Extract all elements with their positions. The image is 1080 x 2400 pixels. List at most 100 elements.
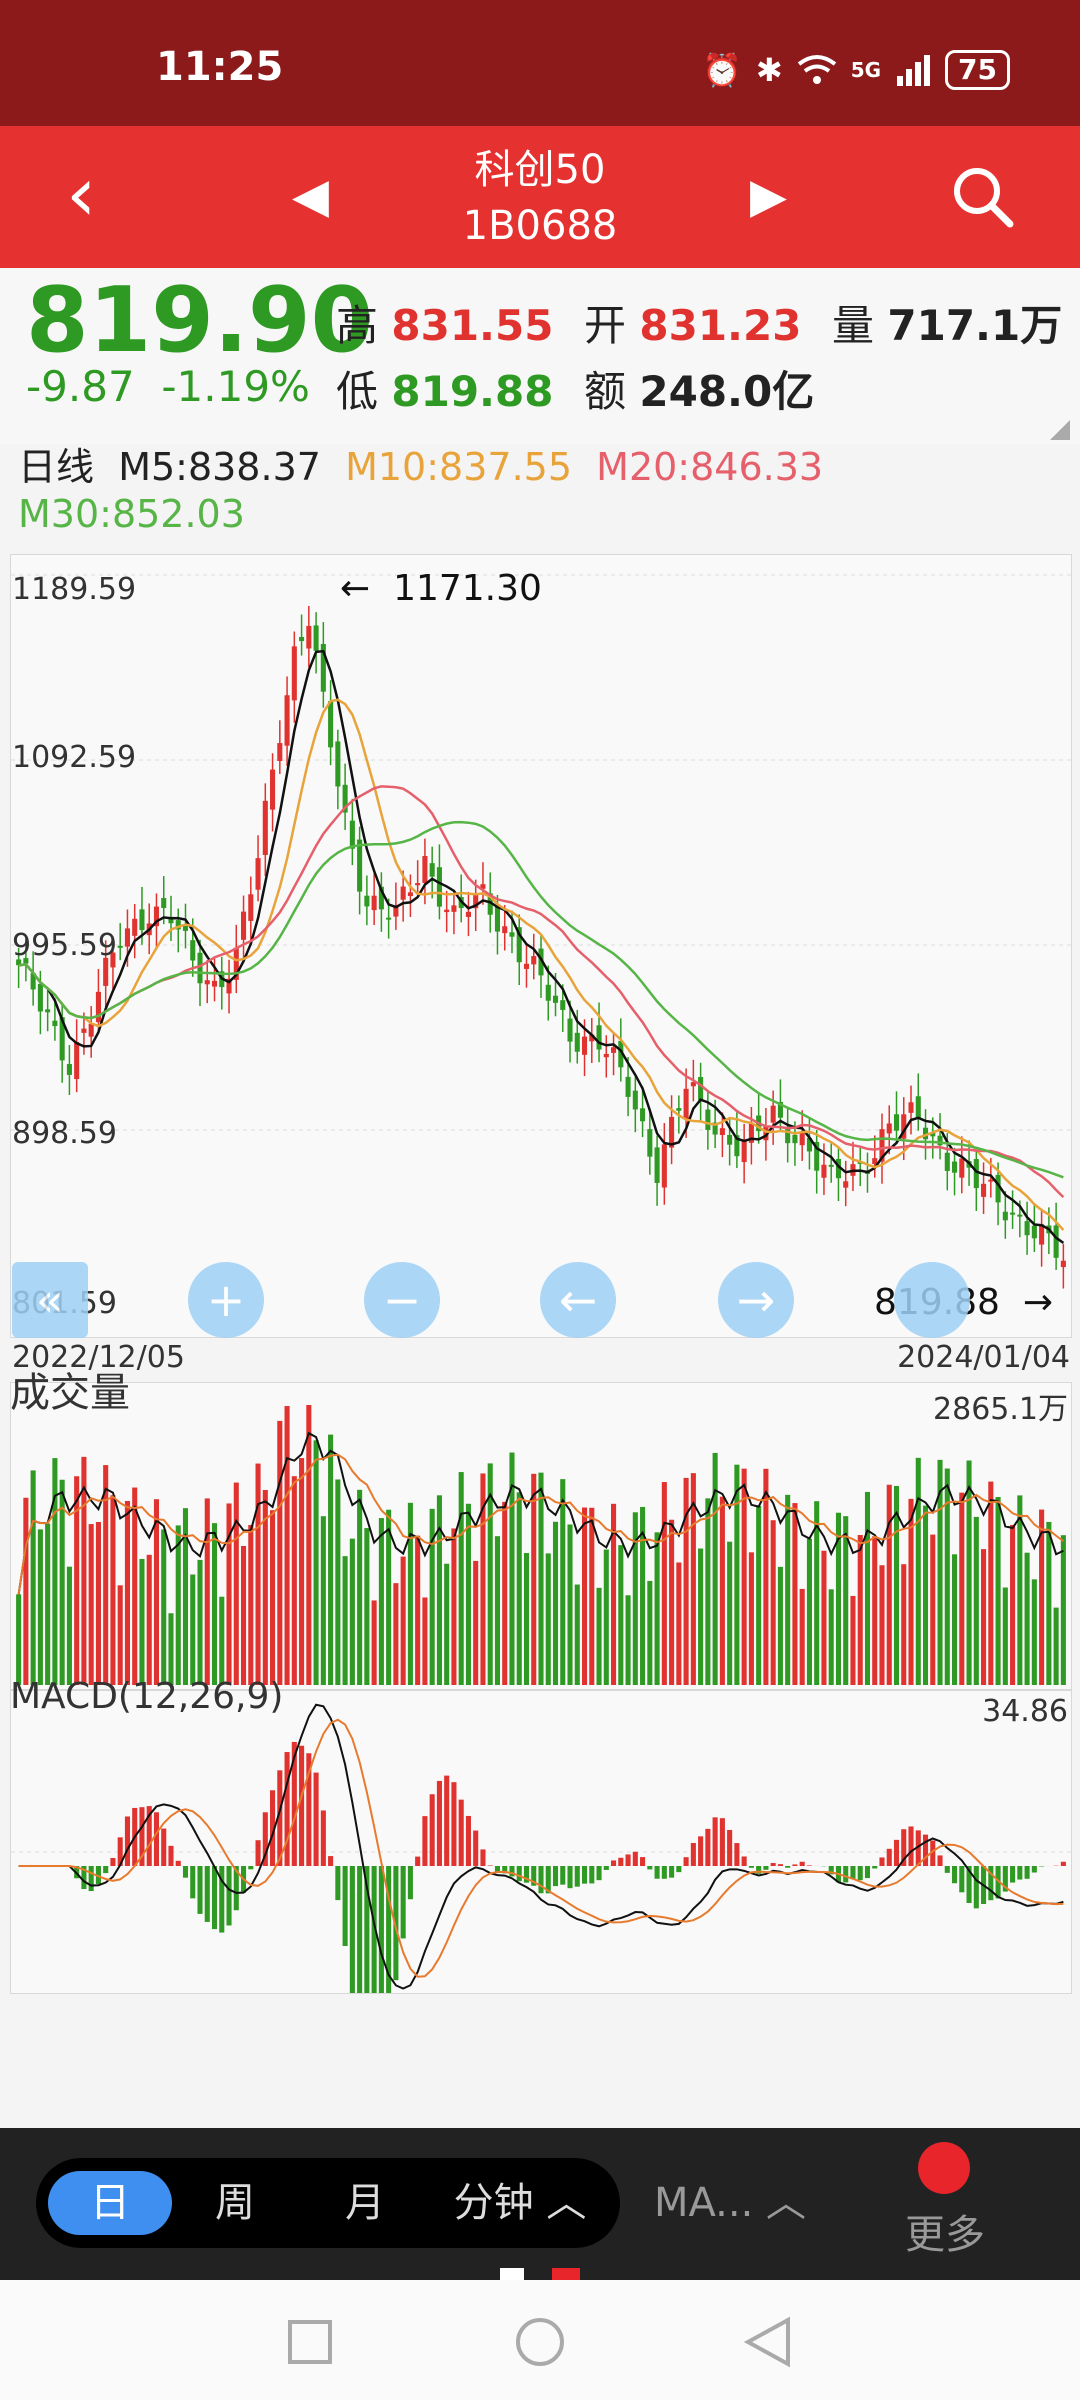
candle-body bbox=[233, 947, 239, 980]
expand-corner-icon[interactable] bbox=[1050, 420, 1070, 440]
volume-bar bbox=[30, 1470, 36, 1685]
candle-body bbox=[248, 894, 254, 921]
next-stock-icon[interactable]: ▶ bbox=[750, 168, 787, 224]
macd-histogram-bar bbox=[371, 1866, 377, 1993]
candle-body bbox=[124, 928, 130, 947]
high-marker-value: 1171.30 bbox=[393, 568, 542, 609]
volume-bar bbox=[640, 1506, 646, 1685]
macd-histogram-bar bbox=[581, 1866, 588, 1884]
tab-more[interactable]: 更多 bbox=[905, 2212, 985, 2258]
previous-stock-icon[interactable]: ◀ bbox=[292, 168, 329, 224]
more-dot-icon bbox=[918, 2142, 970, 2194]
candle-body bbox=[792, 1134, 798, 1144]
volume-bar bbox=[756, 1505, 762, 1685]
candle-body bbox=[552, 995, 559, 1003]
recent-apps-icon[interactable] bbox=[286, 2318, 334, 2366]
candle-body bbox=[748, 1123, 754, 1143]
volume-bar bbox=[37, 1529, 43, 1685]
volume-bar bbox=[893, 1485, 900, 1685]
candle-body bbox=[313, 625, 319, 651]
candle-body bbox=[226, 978, 232, 994]
candle-body bbox=[1024, 1221, 1030, 1236]
candle-body bbox=[676, 1108, 682, 1111]
macd-histogram-bar bbox=[857, 1866, 863, 1881]
macd-histogram-bar bbox=[988, 1866, 994, 1901]
macd-chart[interactable] bbox=[10, 1690, 1072, 1994]
volume-chart[interactable] bbox=[10, 1382, 1072, 1690]
volume-bar bbox=[966, 1460, 972, 1685]
kline-chart[interactable] bbox=[10, 554, 1072, 1338]
candle-body bbox=[262, 800, 268, 855]
scroll-left-button[interactable]: ← bbox=[540, 1262, 616, 1338]
candle-body bbox=[306, 625, 312, 649]
stock-title: 科创50 1B0688 bbox=[0, 142, 1080, 254]
tab-minute[interactable]: 分钟 ︿ bbox=[453, 2180, 587, 2226]
volume-bar bbox=[922, 1505, 929, 1685]
macd-histogram-bar bbox=[197, 1866, 203, 1914]
home-icon[interactable] bbox=[514, 2316, 566, 2368]
macd-histogram-bar bbox=[712, 1817, 718, 1866]
volume-bar bbox=[1039, 1509, 1045, 1685]
scroll-right-button[interactable]: → bbox=[718, 1262, 794, 1338]
candle-body bbox=[502, 926, 508, 934]
back-nav-icon[interactable] bbox=[744, 2316, 792, 2368]
tab-ma[interactable]: MA... ︿ bbox=[653, 2180, 807, 2226]
back-icon[interactable]: ‹ bbox=[66, 149, 97, 238]
volume-bar bbox=[175, 1525, 181, 1685]
status-bar: 11:25 ⏰ ✱ 5G 75 bbox=[0, 0, 1080, 126]
candle-body bbox=[117, 945, 123, 948]
tab-day[interactable]: 日 bbox=[48, 2171, 172, 2235]
ma30-value: M30:852.03 bbox=[18, 492, 245, 536]
zoom-out-button[interactable]: − bbox=[364, 1262, 440, 1338]
wifi-icon bbox=[797, 55, 836, 84]
macd-histogram-bar bbox=[211, 1866, 218, 1930]
macd-histogram-bar bbox=[364, 1866, 370, 1993]
zoom-in-button[interactable]: + bbox=[188, 1262, 264, 1338]
tab-week[interactable]: 周 bbox=[215, 2180, 255, 2226]
candle-body bbox=[277, 743, 283, 762]
tab-month[interactable]: 月 bbox=[345, 2180, 385, 2226]
volume-bar bbox=[552, 1521, 559, 1685]
fullscreen-button[interactable] bbox=[894, 1262, 970, 1338]
volume-bar bbox=[864, 1491, 871, 1685]
volume-bar bbox=[16, 1594, 22, 1685]
volume-bar bbox=[814, 1501, 820, 1685]
macd-histogram-bar bbox=[458, 1799, 464, 1866]
macd-histogram-bar bbox=[320, 1810, 326, 1866]
candle-body bbox=[66, 1064, 72, 1075]
macd-histogram-bar bbox=[611, 1860, 617, 1866]
rewind-button[interactable]: « bbox=[12, 1262, 88, 1338]
volume-bar bbox=[676, 1562, 682, 1685]
macd-histogram-bar bbox=[168, 1845, 174, 1866]
candle-body bbox=[168, 916, 174, 924]
candle-body bbox=[153, 906, 160, 927]
macd-histogram-bar bbox=[190, 1866, 196, 1899]
volume-bar bbox=[567, 1524, 573, 1685]
volume-value: 717.1万 bbox=[887, 301, 1063, 350]
ma5-value: M5:838.37 bbox=[118, 445, 321, 489]
volume-bar bbox=[523, 1553, 530, 1685]
macd-svg bbox=[11, 1703, 1071, 1993]
macd-histogram-bar bbox=[88, 1866, 94, 1892]
candle-body bbox=[393, 905, 399, 917]
candle-body bbox=[415, 883, 421, 886]
volume-bar bbox=[792, 1503, 798, 1685]
macd-dif-line bbox=[18, 1703, 1064, 1990]
volume-bar bbox=[458, 1472, 464, 1685]
macd-histogram-bar bbox=[393, 1866, 399, 1981]
macd-histogram-bar bbox=[436, 1780, 442, 1866]
search-icon[interactable] bbox=[950, 164, 1014, 228]
candle-body bbox=[88, 1023, 94, 1037]
candle-body bbox=[386, 917, 392, 920]
candle-body bbox=[915, 1096, 921, 1119]
candle-body bbox=[581, 1036, 588, 1055]
candle-body bbox=[640, 1108, 646, 1122]
macd-histogram-bar bbox=[255, 1840, 261, 1866]
volume-bar bbox=[306, 1405, 312, 1685]
macd-histogram-bar bbox=[959, 1866, 965, 1893]
volume-bar bbox=[407, 1502, 413, 1685]
candle-body bbox=[589, 1034, 595, 1042]
candle-body bbox=[828, 1164, 834, 1167]
volume-bar bbox=[45, 1523, 51, 1685]
macd-histogram-bar bbox=[770, 1862, 776, 1866]
